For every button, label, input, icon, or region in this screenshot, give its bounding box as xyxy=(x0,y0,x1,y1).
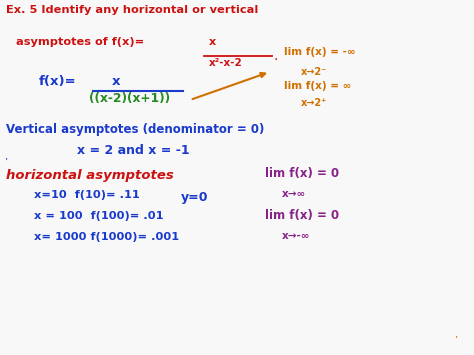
Text: f(x)=: f(x)= xyxy=(39,75,77,88)
Text: ((x-2)(x+1)): ((x-2)(x+1)) xyxy=(89,92,170,105)
Text: lim f(x) = 0: lim f(x) = 0 xyxy=(265,209,339,222)
Text: y=0: y=0 xyxy=(181,191,208,203)
Text: lim f(x) = 0: lim f(x) = 0 xyxy=(265,167,339,180)
Text: horizontal asymptotes: horizontal asymptotes xyxy=(6,169,174,182)
Text: x: x xyxy=(209,37,216,47)
Text: x→2⁻: x→2⁻ xyxy=(301,66,327,77)
Text: x→2⁺: x→2⁺ xyxy=(301,98,327,108)
Text: x: x xyxy=(112,75,120,88)
Text: x²-x-2: x²-x-2 xyxy=(209,58,243,68)
Text: ’: ’ xyxy=(4,158,7,168)
Text: asymptotes of f(x)=: asymptotes of f(x)= xyxy=(16,37,144,47)
Text: x= 1000 f(1000)= .001: x= 1000 f(1000)= .001 xyxy=(35,232,180,242)
Text: x = 2 and x = -1: x = 2 and x = -1 xyxy=(77,144,190,157)
Text: .: . xyxy=(274,49,278,63)
Text: lim f(x) = -∞: lim f(x) = -∞ xyxy=(284,47,356,57)
Text: Ex. 5 Identify any horizontal or vertical: Ex. 5 Identify any horizontal or vertica… xyxy=(6,5,258,15)
Text: x = 100  f(100)= .01: x = 100 f(100)= .01 xyxy=(35,211,164,221)
Text: Vertical asymptotes (denominator = 0): Vertical asymptotes (denominator = 0) xyxy=(6,123,264,136)
Text: ’: ’ xyxy=(454,336,457,346)
Text: x→∞: x→∞ xyxy=(282,189,306,199)
Text: x→-∞: x→-∞ xyxy=(282,231,310,241)
Text: x=10  f(10)= .11: x=10 f(10)= .11 xyxy=(35,190,140,200)
Text: lim f(x) = ∞: lim f(x) = ∞ xyxy=(284,81,351,91)
